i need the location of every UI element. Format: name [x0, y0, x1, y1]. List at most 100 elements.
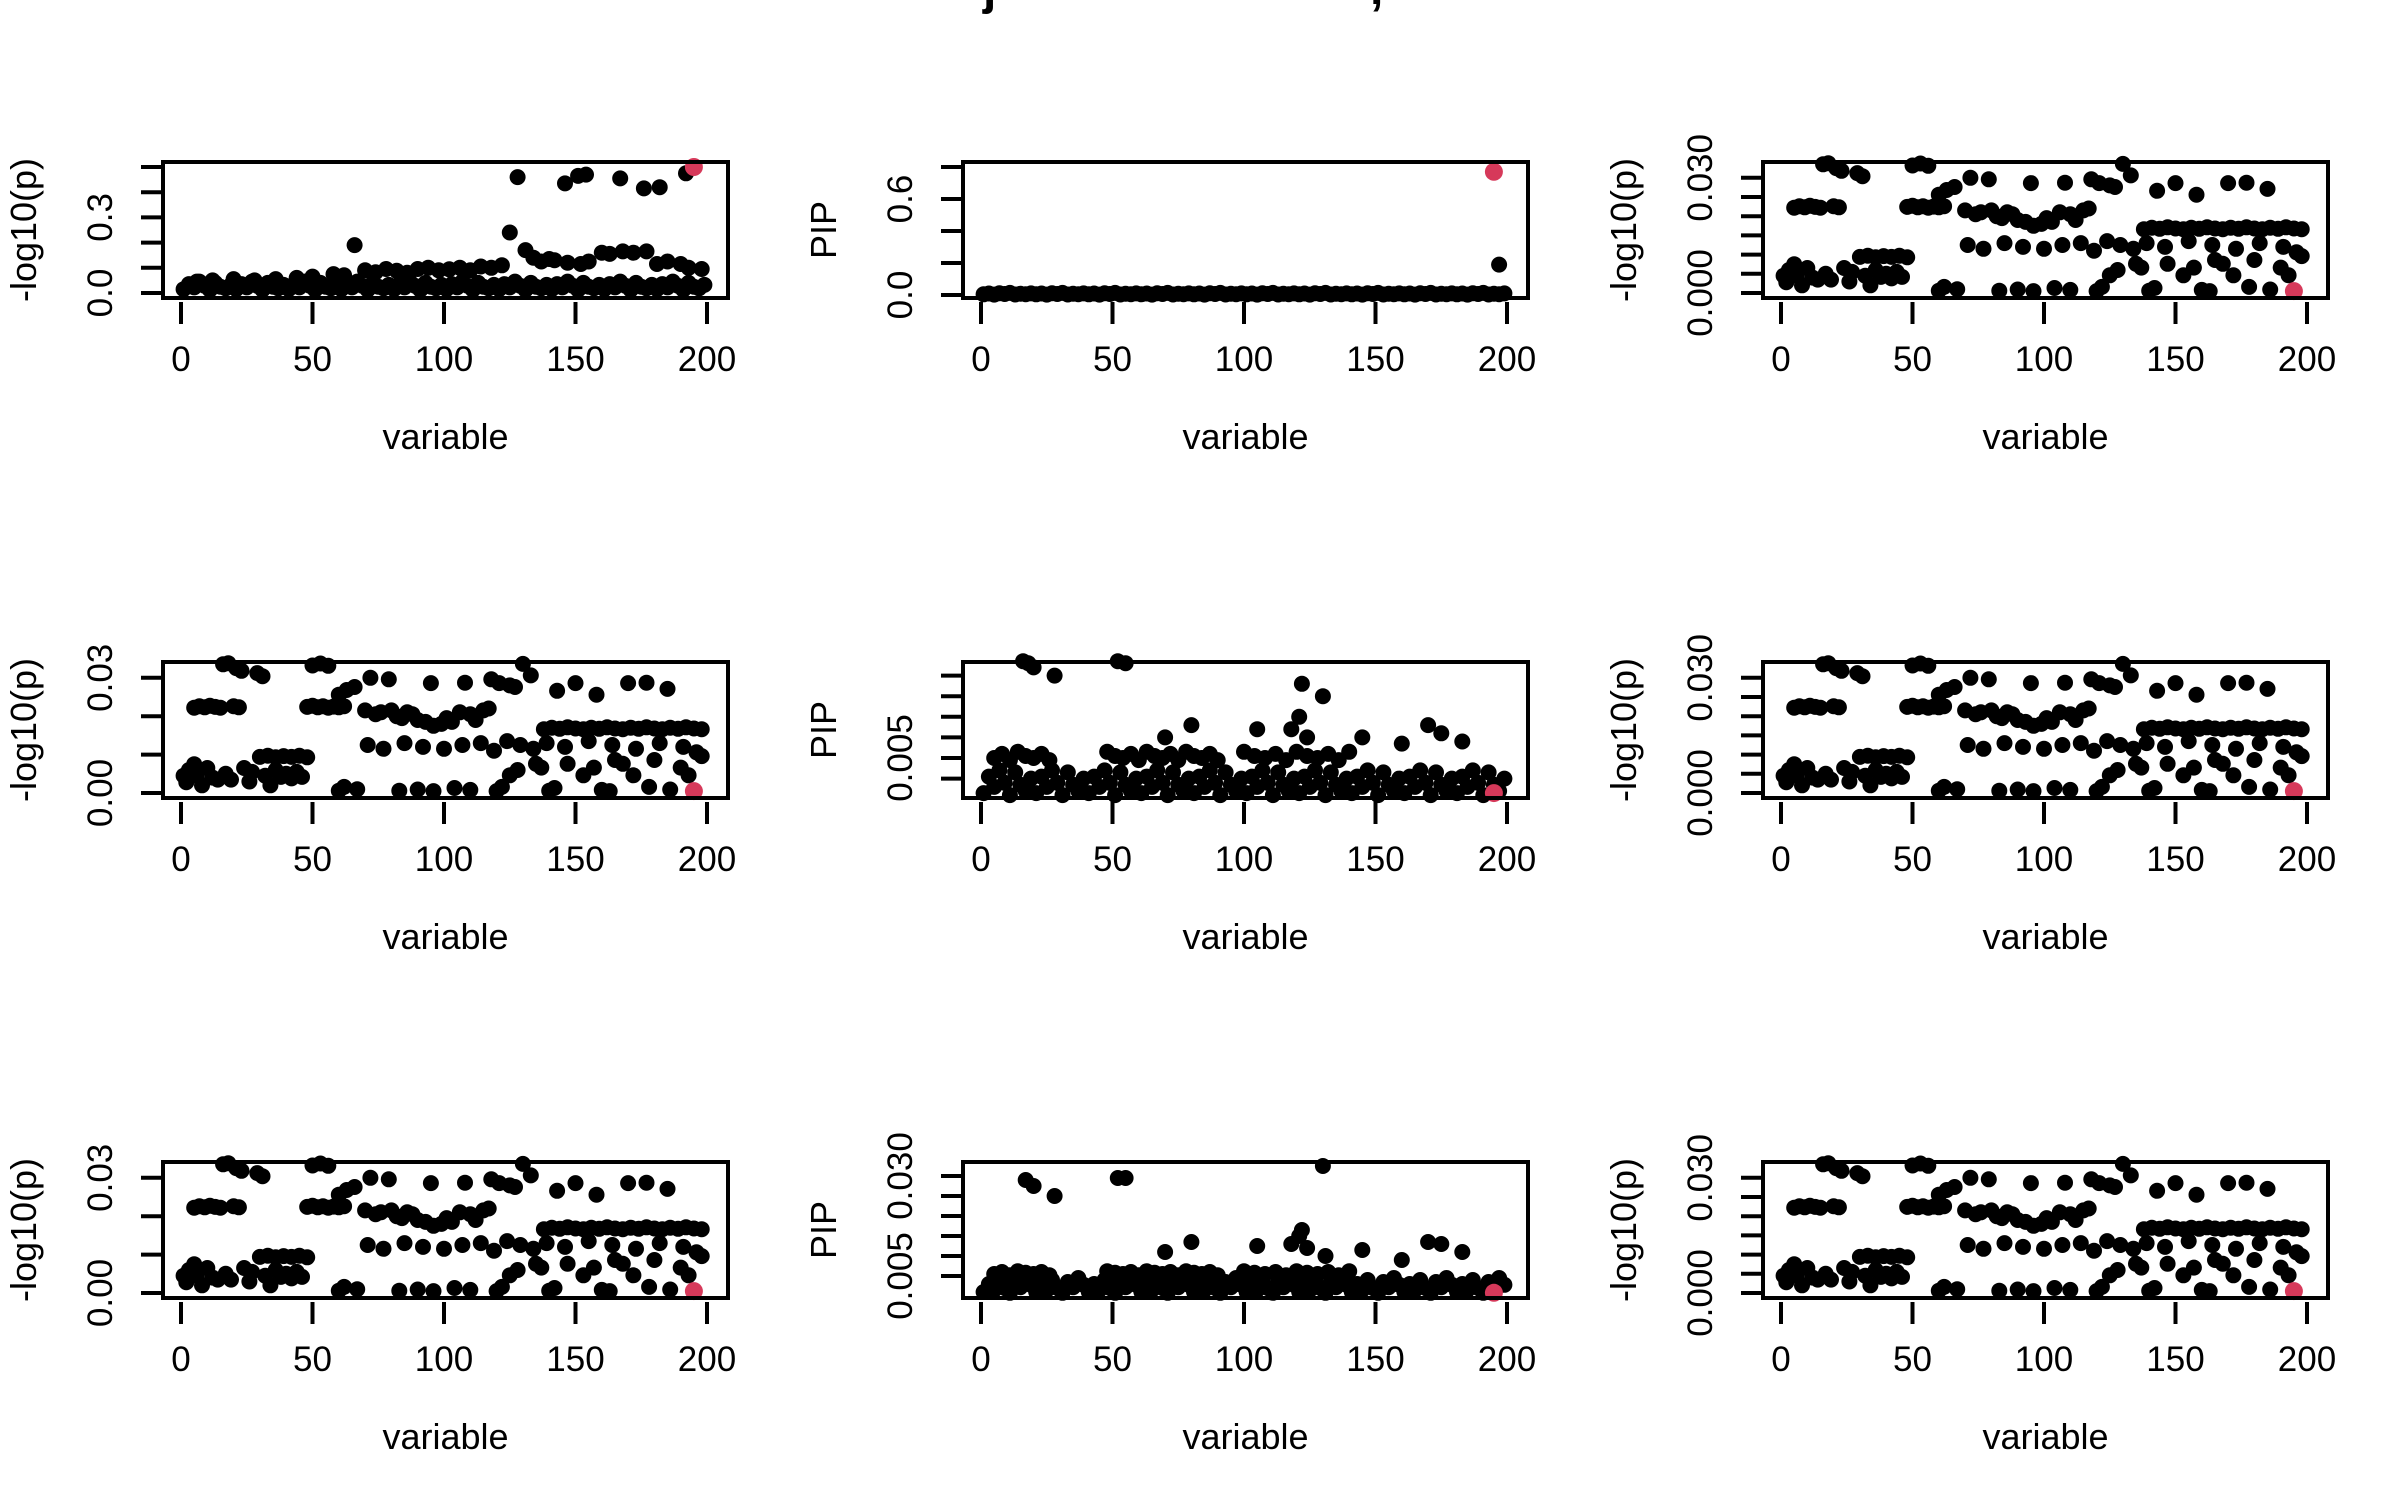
- plot-box: [161, 1160, 730, 1300]
- data-point: [2251, 235, 2268, 252]
- data-point: [233, 662, 250, 679]
- data-point: [651, 179, 668, 196]
- data-point: [1291, 708, 1308, 725]
- x-tick-label: 50: [293, 1340, 332, 1379]
- data-point: [212, 699, 229, 716]
- data-point: [1936, 1278, 1953, 1295]
- y-tick-label: 0.030: [881, 1132, 920, 1220]
- data-point: [991, 762, 1008, 779]
- data-point: [1217, 764, 1234, 781]
- data-point: [2185, 759, 2202, 776]
- x-tick-label: 150: [1346, 840, 1404, 879]
- data-point: [2180, 733, 2197, 750]
- data-point: [1354, 729, 1371, 746]
- data-point: [336, 1198, 353, 1215]
- panel-r2c2: 0.005 0 50 100 150 200 PIP variable: [803, 653, 1536, 957]
- x-tick-label: 150: [546, 840, 604, 879]
- plot-box: [1761, 660, 2330, 800]
- data-point: [1259, 774, 1276, 791]
- data-point: [646, 752, 663, 768]
- data-point: [409, 781, 426, 798]
- data-point: [1975, 240, 1992, 257]
- y-tick-label: 0.03: [81, 644, 120, 712]
- data-point: [486, 742, 502, 759]
- data-point: [2138, 235, 2155, 252]
- data-point: [1949, 1281, 1966, 1298]
- x-axis-title: variable: [1982, 1416, 2108, 1457]
- data-point: [346, 237, 363, 254]
- data-point: [509, 762, 526, 778]
- plot-box: [161, 660, 730, 800]
- x-tick-label: 150: [546, 340, 604, 379]
- y-axis-title: -log10(p): [1603, 1158, 1644, 1302]
- data-point: [2112, 237, 2129, 253]
- highlight-point: [2284, 1282, 2303, 1301]
- data-point: [1975, 740, 1992, 757]
- data-point: [462, 781, 479, 798]
- data-point: [2062, 781, 2079, 798]
- data-point: [230, 1199, 247, 1216]
- highlight-point: [684, 1282, 703, 1301]
- data-point: [2057, 674, 2073, 691]
- data-point: [525, 740, 542, 757]
- data-point: [512, 737, 529, 753]
- y-axis-title: -log10(p): [1603, 158, 1644, 302]
- data-point: [1101, 774, 1118, 791]
- data-point: [1117, 1170, 1134, 1186]
- data-point: [2062, 1281, 2079, 1298]
- data-point: [422, 1175, 439, 1192]
- data-point: [2149, 1182, 2166, 1199]
- data-point: [2072, 235, 2089, 252]
- data-point: [2022, 675, 2039, 692]
- data-point: [454, 737, 471, 753]
- data-point: [2159, 255, 2176, 272]
- data-point: [680, 767, 697, 784]
- data-point: [1491, 256, 1508, 273]
- data-point: [1249, 721, 1266, 738]
- data-point: [2167, 1175, 2184, 1192]
- x-tick-label: 0: [971, 340, 990, 379]
- data-point: [2238, 674, 2255, 691]
- data-point: [362, 1169, 379, 1186]
- data-point: [625, 1267, 642, 1284]
- data-point: [425, 1283, 442, 1300]
- data-point: [1946, 179, 1963, 195]
- data-point: [2201, 283, 2218, 300]
- x-tick-label: 50: [1893, 840, 1932, 879]
- data-point: [336, 1278, 353, 1295]
- data-point: [2225, 267, 2242, 284]
- x-tick-label: 0: [1771, 840, 1790, 879]
- x-tick-label: 150: [1346, 340, 1404, 379]
- data-point: [2280, 267, 2297, 284]
- data-point: [1464, 762, 1481, 779]
- data-point: [380, 671, 397, 688]
- data-point: [2093, 1278, 2110, 1295]
- x-axis-title: variable: [1182, 416, 1308, 457]
- data-point: [512, 1237, 529, 1253]
- data-point: [2093, 278, 2110, 295]
- data-point: [2022, 1175, 2039, 1192]
- data-point: [580, 253, 597, 270]
- data-point: [346, 679, 363, 695]
- data-point: [1991, 282, 2008, 299]
- plot-box: [1761, 160, 2330, 300]
- plot-box: [961, 660, 1530, 800]
- y-tick-label: 0.000: [1681, 749, 1720, 837]
- x-tick-label: 50: [1093, 840, 1132, 879]
- data-point: [1949, 281, 1966, 298]
- x-axis-title: variable: [382, 416, 508, 457]
- data-point: [2054, 237, 2071, 253]
- data-point: [1412, 762, 1429, 779]
- data-point: [1996, 1235, 2013, 1252]
- data-point: [1433, 1236, 1450, 1252]
- data-point: [2072, 1235, 2089, 1252]
- data-point: [1936, 198, 1953, 215]
- data-point: [546, 780, 563, 796]
- data-point: [472, 1235, 489, 1252]
- data-point: [304, 268, 321, 285]
- data-point: [651, 1235, 668, 1252]
- data-point: [2220, 1175, 2237, 1192]
- data-point: [2036, 240, 2052, 257]
- data-point: [1312, 774, 1329, 791]
- data-point: [2293, 221, 2310, 238]
